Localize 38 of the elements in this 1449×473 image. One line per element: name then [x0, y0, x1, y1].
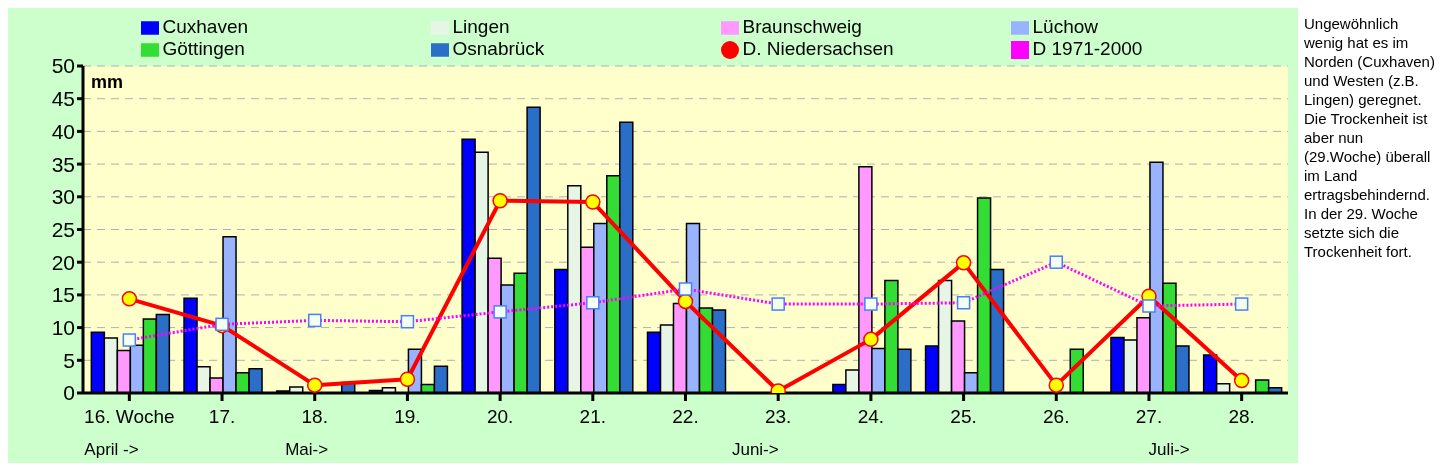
legend-label: Lüchow: [1032, 16, 1098, 37]
y-axis-title: mm: [91, 72, 124, 92]
x-tick-label: 20.: [486, 406, 514, 427]
side-note: Ungewöhnlich wenig hat es im Norden (Cuxhaven) und Westen (z.B. Lingen) geregnet. Die Trockenheit ist aber nun (29.Woche) überall im Land ertragsbehindernd. In der 29. Woche setzte sich die Trockenheit fort.: [1303, 14, 1436, 262]
y-tick-label: 25: [51, 217, 75, 241]
x-tick-label: 17.: [208, 406, 236, 427]
x-tick-label: 21.: [579, 406, 607, 427]
y-tick-label: 45: [51, 87, 75, 111]
y-tick-label: 50: [51, 54, 75, 78]
y-tick-label: 10: [51, 316, 75, 340]
y-tick-label: 5: [63, 348, 75, 372]
x-tick-label: 25.: [950, 406, 977, 427]
text: Mai->: [285, 440, 329, 459]
x-tick-label: 24.: [857, 406, 885, 427]
x-tick-label: 26.: [1043, 406, 1070, 427]
y-tick-label: 20: [51, 250, 75, 274]
legend-label: Göttingen: [162, 38, 245, 59]
x-tick-label: 27.: [1135, 406, 1163, 427]
text: Juni->: [731, 440, 779, 459]
text: Juli->: [1148, 440, 1190, 459]
legend-label: Braunschweig: [742, 16, 862, 37]
text: April ->: [84, 440, 139, 459]
y-tick-label: 15: [51, 283, 75, 307]
y-tick-label: 35: [51, 152, 75, 176]
x-tick-label: 18.: [301, 406, 328, 427]
legend-label: D. Niedersachsen: [742, 38, 894, 59]
legend-label: Osnabrück: [452, 38, 545, 59]
y-tick-label: 0: [63, 381, 75, 405]
legend-label: D 1971-2000: [1032, 38, 1143, 59]
legend-label: Lingen: [452, 16, 510, 37]
x-tick-label: 23.: [764, 406, 792, 427]
x-tick-label: 16. Woche: [84, 406, 175, 427]
x-tick-label: 19.: [394, 406, 421, 427]
x-tick-label: 22.: [672, 406, 699, 427]
y-tick-label: 40: [51, 119, 75, 143]
y-tick-label: 30: [51, 185, 75, 209]
x-tick-label: 28.: [1228, 406, 1255, 427]
legend-label: Cuxhaven: [162, 16, 249, 37]
